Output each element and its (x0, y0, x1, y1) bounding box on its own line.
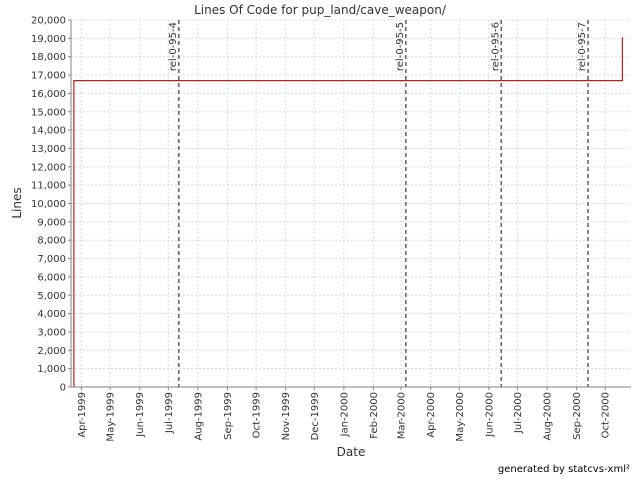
release-marker-label: rel-0-95-6 (490, 22, 501, 71)
x-tick-label: Jul-1999 (164, 392, 175, 434)
x-tick-label: Mar-2000 (397, 392, 408, 439)
y-axis-ticks: 0 1,000 2,000 3,000 4,000 5,000 6,000 7,000 8,00… (31, 16, 71, 394)
y-tick-label: 16,000 (31, 89, 66, 100)
y-tick-label: 1,000 (37, 364, 66, 375)
release-marker-label: rel-0-95-4 (168, 22, 179, 71)
x-axis-ticks: Apr-1999 May-1999 Jun-1999 Jul-1999 Aug-1999… (77, 387, 612, 442)
y-axis-label: Lines (10, 187, 24, 218)
x-tick-label: Nov-1999 (281, 392, 292, 440)
y-tick-label: 8,000 (37, 236, 66, 247)
x-axis-label: Date (337, 445, 366, 459)
release-marker-label: rel-0-95-5 (395, 22, 406, 71)
y-tick-label: 13,000 (31, 144, 66, 155)
x-tick-label: Feb-2000 (369, 392, 380, 439)
y-tick-label: 7,000 (37, 254, 66, 265)
x-tick-label: Jan-2000 (339, 392, 350, 437)
y-tick-label: 10,000 (31, 199, 66, 210)
x-tick-label: Jul-2000 (513, 392, 524, 434)
x-tick-label: Sep-2000 (572, 392, 583, 440)
x-tick-label: Sep-1999 (223, 392, 234, 440)
x-tick-label: Dec-1999 (310, 392, 321, 440)
series-line (73, 37, 624, 387)
y-tick-label: 9,000 (37, 217, 66, 228)
axes (70, 20, 631, 388)
x-tick-label: Oct-2000 (601, 392, 612, 438)
x-tick-label: May-1999 (106, 392, 117, 442)
x-tick-label: Aug-1999 (193, 392, 204, 441)
release-marker-label: rel-0-95-7 (577, 22, 588, 71)
y-tick-label: 19,000 (31, 34, 66, 45)
x-tick-label: Apr-2000 (426, 392, 437, 438)
y-tick-label: 3,000 (37, 327, 66, 338)
y-tick-label: 20,000 (31, 16, 66, 27)
y-tick-label: 15,000 (31, 107, 66, 118)
x-tick-label: Apr-1999 (77, 392, 88, 438)
y-tick-label: 0 (60, 383, 66, 394)
y-tick-label: 4,000 (37, 309, 66, 320)
y-tick-label: 18,000 (31, 52, 66, 63)
y-tick-label: 11,000 (31, 181, 66, 192)
x-tick-label: May-2000 (455, 392, 466, 442)
grid (71, 19, 631, 388)
series (73, 37, 624, 387)
x-tick-label: Jun-1999 (135, 392, 146, 438)
y-tick-label: 2,000 (37, 346, 66, 357)
footer-credit: generated by statcvs-xml² (497, 464, 630, 475)
chart-title: Lines Of Code for pup_land/cave_weapon/ (194, 3, 447, 17)
x-tick-label: Oct-1999 (252, 392, 263, 438)
y-tick-label: 14,000 (31, 126, 66, 137)
y-tick-label: 6,000 (37, 272, 66, 283)
y-tick-label: 5,000 (37, 291, 66, 302)
x-tick-label: Jun-2000 (484, 392, 495, 438)
release-markers: rel-0-95-4 rel-0-95-5 rel-0-95-6 rel-0-95-7 (168, 20, 589, 387)
y-tick-label: 12,000 (31, 162, 66, 173)
x-tick-label: Aug-2000 (543, 392, 554, 441)
y-tick-label: 17,000 (31, 71, 66, 82)
